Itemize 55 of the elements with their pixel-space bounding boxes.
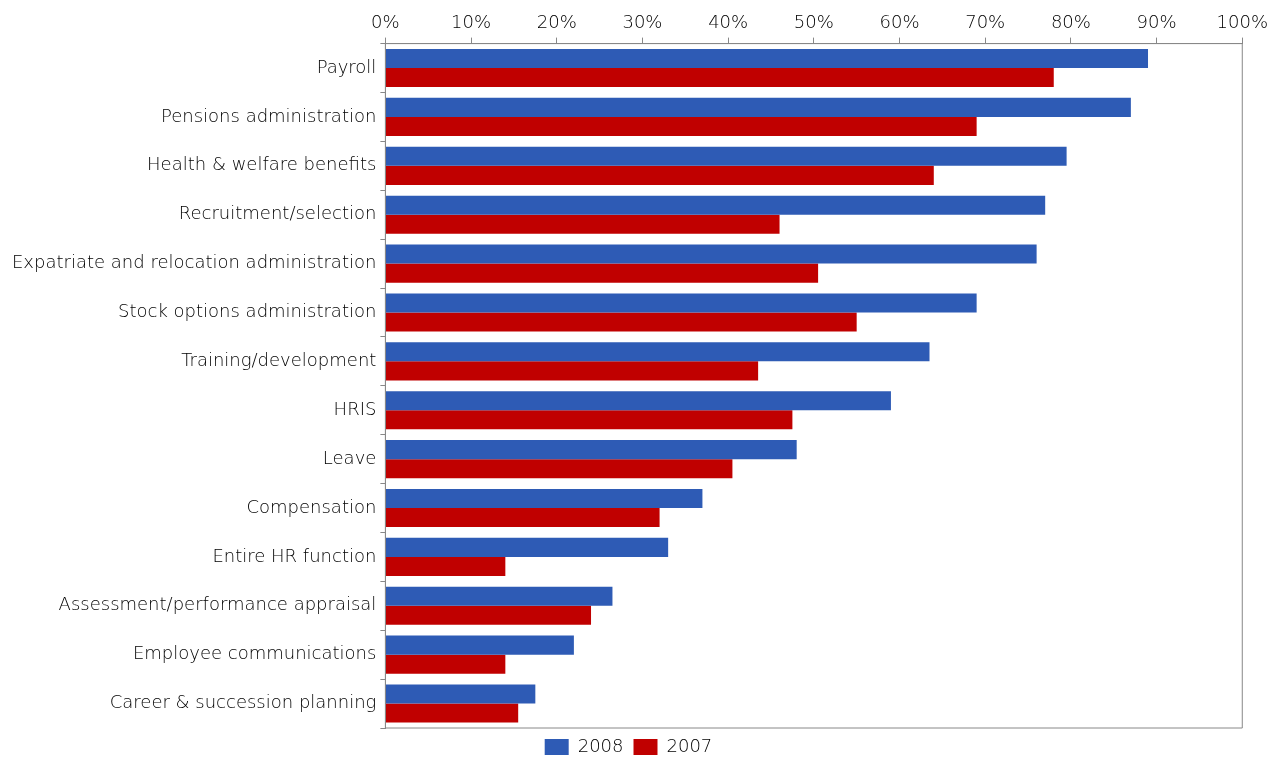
x-tick-label: 70%: [965, 11, 1006, 33]
bar: [385, 537, 669, 557]
x-tick-label: 20%: [536, 11, 577, 33]
y-tick-label: Stock options administration: [118, 300, 377, 322]
bar: [385, 391, 891, 411]
bar: [385, 440, 797, 460]
y-tick-label: Payroll: [316, 55, 377, 77]
x-tick-label: 100%: [1216, 11, 1268, 33]
bar: [385, 214, 780, 234]
legend-label: 2007: [666, 734, 713, 756]
y-tick-label: Training/development: [181, 349, 377, 371]
bar: [385, 410, 793, 430]
y-tick-label: HRIS: [333, 397, 377, 419]
bar: [385, 684, 536, 704]
bar: [385, 263, 819, 283]
y-tick-label: Assessment/performance appraisal: [58, 593, 377, 615]
y-tick-label: Pensions administration: [161, 104, 377, 126]
x-tick-label: 80%: [1050, 11, 1091, 33]
bar: [385, 508, 660, 528]
bar: [385, 244, 1037, 264]
bar: [385, 586, 613, 606]
bar: [385, 342, 930, 362]
x-tick-label: 50%: [793, 11, 834, 33]
x-tick-label: 30%: [622, 11, 663, 33]
bar: [385, 459, 733, 479]
y-tick-label: Career & succession planning: [109, 691, 377, 713]
y-tick-label: Entire HR function: [212, 544, 377, 566]
y-tick-label: Health & welfare benefits: [147, 153, 377, 175]
bar: [385, 361, 759, 381]
bar: [385, 312, 857, 332]
bar: [385, 556, 506, 576]
bar: [385, 293, 977, 313]
bar: [385, 605, 592, 625]
bar: [385, 703, 519, 723]
bar: [385, 97, 1131, 117]
legend-label: 2008: [577, 734, 624, 756]
bar: [385, 654, 506, 674]
y-tick-label: Leave: [322, 446, 377, 468]
y-tick-label: Expatriate and relocation administration: [11, 251, 377, 273]
x-tick-label: 40%: [708, 11, 749, 33]
bar: [385, 146, 1067, 166]
bar: [385, 195, 1046, 215]
bar: [385, 165, 934, 185]
y-tick-label: Employee communications: [132, 642, 377, 664]
bar: [385, 635, 574, 655]
y-tick-label: Recruitment/selection: [178, 202, 377, 224]
bar: [385, 68, 1054, 88]
x-tick-label: 10%: [451, 11, 492, 33]
bar: [385, 488, 703, 509]
x-tick-label: 90%: [1136, 11, 1177, 33]
x-tick-label: 60%: [879, 11, 920, 33]
y-tick-label: Compensation: [246, 495, 377, 517]
bar: [385, 116, 977, 136]
x-tick-label: 0%: [371, 11, 400, 33]
bar: [385, 48, 1149, 69]
